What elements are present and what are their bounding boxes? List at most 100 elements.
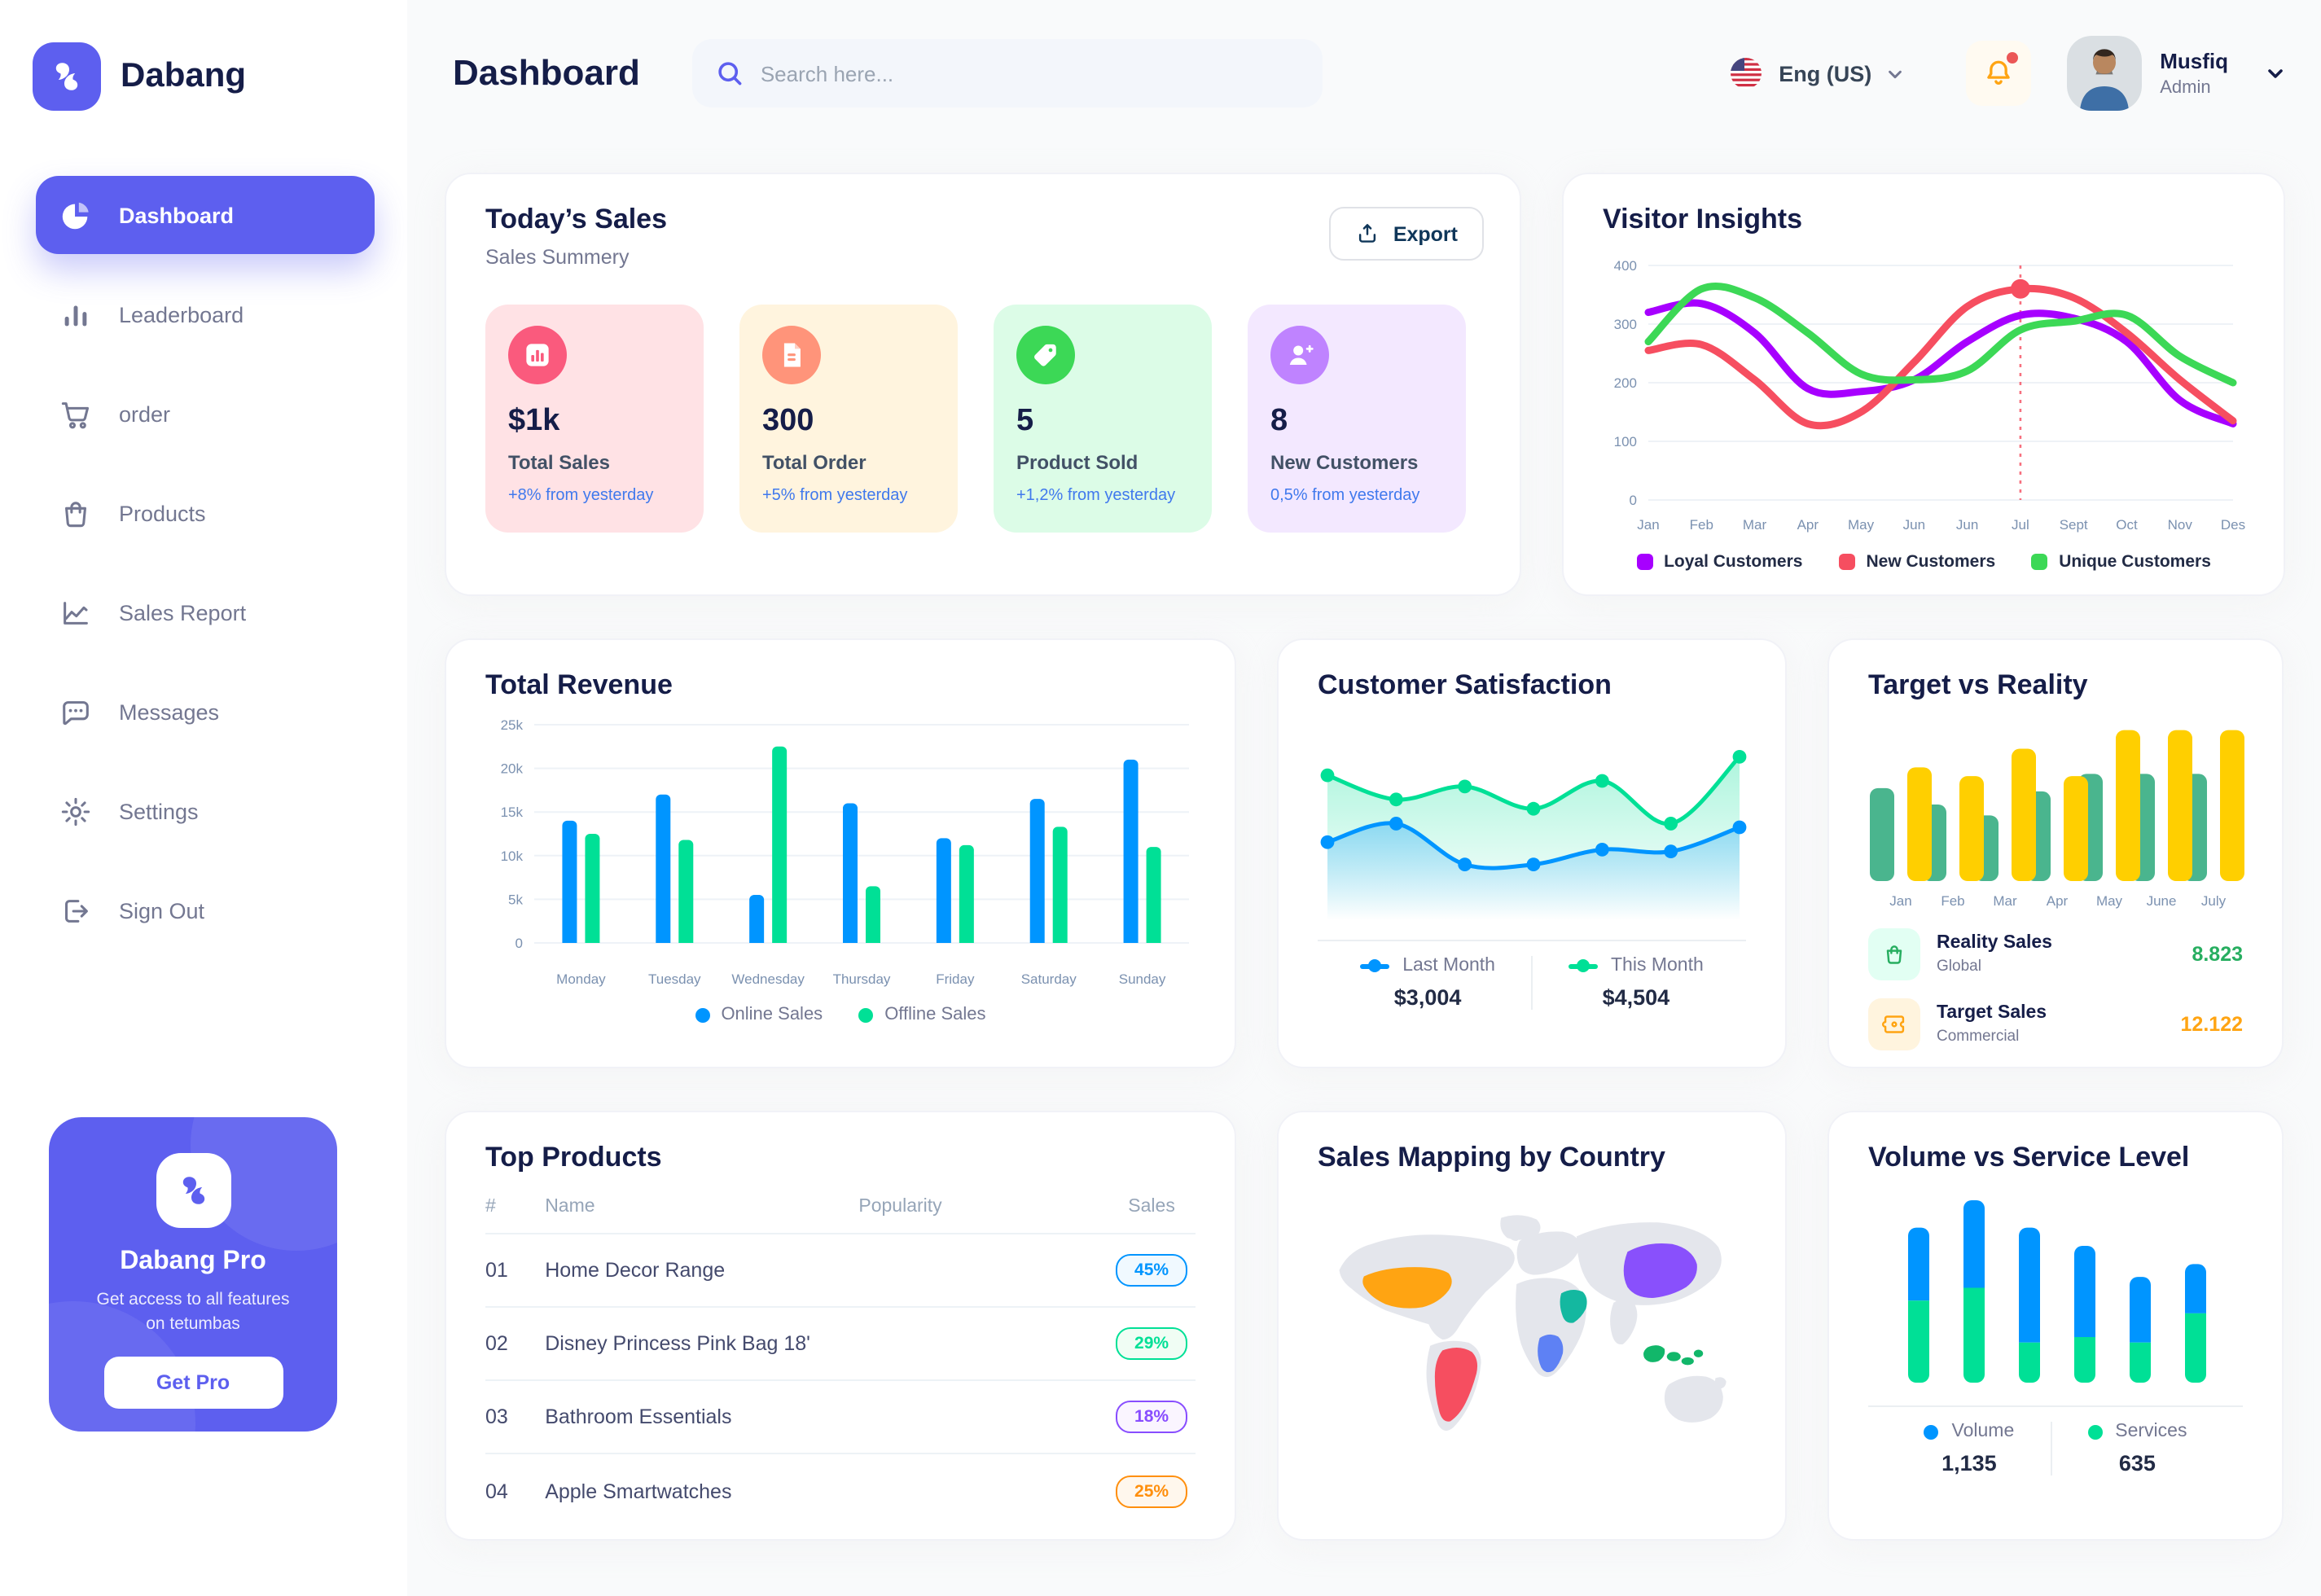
chevron-down-icon (2266, 64, 2285, 83)
sidebar-item-label: Sign Out (119, 898, 205, 923)
cart-icon (59, 397, 93, 431)
legend-offline-sales: Offline Sales (858, 1005, 986, 1024)
export-button[interactable]: Export (1329, 207, 1484, 261)
table-header: # Name Popularity Sales (485, 1197, 1196, 1234)
target-vs-reality-title: Target vs Reality (1868, 669, 2088, 700)
table-row: 01 Home Decor Range 45% (485, 1234, 1196, 1308)
reality-sales-row: Reality Sales Global 8.823 (1868, 928, 2243, 980)
visitor-insights-title: Visitor Insights (1603, 204, 1802, 235)
user-menu[interactable]: Musfiq Admin (2067, 36, 2285, 111)
sidebar-nav: Dashboard Leaderboard order Products (0, 176, 407, 949)
services-total: 635 (2118, 1451, 2156, 1475)
export-icon (1356, 221, 1380, 246)
content: Today’s Sales Sales Summery Export (407, 147, 2321, 1541)
visitor-legend: Loyal Customers New Customers Unique Cus… (1603, 552, 2244, 572)
svg-text:20k: 20k (501, 761, 524, 777)
total-revenue-chart: 0 5k 10k 15k 20k 25k Monday Tuesday Wednesday Thu… (501, 717, 1189, 987)
sidebar-item-sign-out[interactable]: Sign Out (36, 871, 375, 949)
svg-text:Jun: Jun (1956, 517, 1978, 533)
sidebar-item-messages[interactable]: Messages (36, 673, 375, 751)
legend-new-customers: New Customers (1838, 552, 1995, 572)
customer-satisfaction-card: Customer Satisfaction Last Month $3,004 … (1277, 638, 1787, 1068)
satisfaction-legend: Last Month $3,004 This Month $4,504 (1318, 956, 1746, 1010)
stat-card-product-sold: 5 Product Sold +1,2% from yesterday (994, 305, 1212, 533)
notifications-button[interactable] (1966, 41, 2032, 106)
sales-chart-icon (508, 326, 567, 384)
sidebar-item-settings[interactable]: Settings (36, 772, 375, 850)
notification-badge (2007, 52, 2019, 64)
stat-label: Total Sales (508, 451, 610, 474)
total-revenue-card: Total Revenue 0 5k 10k 15k 20k 25k Monday Tuesd… (445, 638, 1236, 1068)
sidebar-item-order[interactable]: order (36, 375, 375, 453)
sidebar-item-products[interactable]: Products (36, 474, 375, 552)
svg-text:Jul: Jul (2012, 517, 2029, 533)
stat-value: $1k (508, 404, 560, 438)
svg-text:300: 300 (1614, 317, 1637, 332)
svg-text:15k: 15k (501, 805, 524, 820)
order-receipt-icon (762, 326, 821, 384)
svg-text:Wednesday: Wednesday (731, 971, 805, 987)
volume-service-chart (1908, 1200, 2206, 1383)
legend-services: Services 635 (2050, 1422, 2222, 1475)
legend-volume: Volume 1,135 (1889, 1422, 2051, 1475)
get-pro-button[interactable]: Get Pro (103, 1357, 283, 1410)
stat-label: New Customers (1270, 451, 1419, 474)
svg-text:Apr: Apr (1797, 517, 1819, 533)
table-row: 03 Bathroom Essentials 18% (485, 1381, 1196, 1454)
sidebar-item-label: Dashboard (119, 203, 235, 227)
reality-sales-sub: Global (1937, 958, 1981, 976)
todays-sales-subtitle: Sales Summery (485, 246, 630, 269)
stat-delta: +5% from yesterday (762, 487, 908, 505)
svg-text:Thursday: Thursday (833, 971, 891, 987)
svg-text:10k: 10k (501, 848, 524, 864)
sidebar-item-label: Messages (119, 699, 220, 724)
stat-label: Total Order (762, 451, 867, 474)
bag-icon (59, 496, 93, 530)
todays-sales-title: Today’s Sales (485, 204, 667, 235)
brand: Dabang (0, 0, 407, 111)
top-products-title: Top Products (485, 1142, 662, 1173)
stat-value: 8 (1270, 404, 1288, 438)
brand-logo-icon (33, 42, 101, 111)
stat-value: 5 (1016, 404, 1034, 438)
pro-logo-icon (156, 1153, 230, 1228)
sidebar-item-label: Products (119, 501, 206, 525)
sidebar-item-label: Sales Report (119, 600, 247, 625)
sidebar-item-leaderboard[interactable]: Leaderboard (36, 275, 375, 353)
bell-icon (1981, 55, 2016, 91)
pro-subtitle: Get access to all features on tetumbas (96, 1290, 290, 1335)
legend-loyal-customers: Loyal Customers (1636, 552, 1802, 572)
sign-out-icon (59, 893, 93, 927)
svg-text:0: 0 (516, 936, 523, 951)
sidebar-item-label: Leaderboard (119, 302, 244, 327)
stat-label: Product Sold (1016, 451, 1139, 474)
customer-satisfaction-chart (1320, 749, 1747, 920)
svg-text:Des: Des (2221, 517, 2245, 533)
last-month-total: $3,004 (1393, 985, 1462, 1010)
svg-text:Jan: Jan (1637, 517, 1659, 533)
us-flag-icon (1728, 55, 1764, 91)
sales-badge: 45% (1116, 1254, 1188, 1287)
gear-icon (59, 794, 93, 828)
svg-text:5k: 5k (508, 892, 523, 907)
shopping-bag-icon (1868, 928, 1920, 980)
search-bar[interactable] (691, 39, 1323, 107)
svg-text:Sept: Sept (2060, 517, 2088, 533)
svg-text:200: 200 (1614, 375, 1637, 391)
sidebar-item-dashboard[interactable]: Dashboard (36, 176, 375, 254)
ticket-icon (1868, 998, 1920, 1050)
chat-icon (59, 695, 93, 729)
sidebar-item-sales-report[interactable]: Sales Report (36, 573, 375, 651)
language-selector[interactable]: Eng (US) (1728, 55, 1904, 91)
sidebar-item-label: Settings (119, 799, 199, 823)
sidebar-item-label: order (119, 401, 171, 426)
svg-text:Mar: Mar (1743, 517, 1767, 533)
sales-badge: 18% (1116, 1401, 1188, 1433)
sidebar: Dabang Dashboard Leaderboard order (0, 0, 407, 1596)
sales-badge: 25% (1116, 1475, 1188, 1507)
language-label: Eng (US) (1779, 61, 1872, 86)
pie-chart-icon (59, 198, 93, 232)
search-input[interactable] (760, 61, 1300, 86)
total-revenue-title: Total Revenue (485, 669, 673, 700)
reality-sales-value: 8.823 (2192, 943, 2243, 966)
